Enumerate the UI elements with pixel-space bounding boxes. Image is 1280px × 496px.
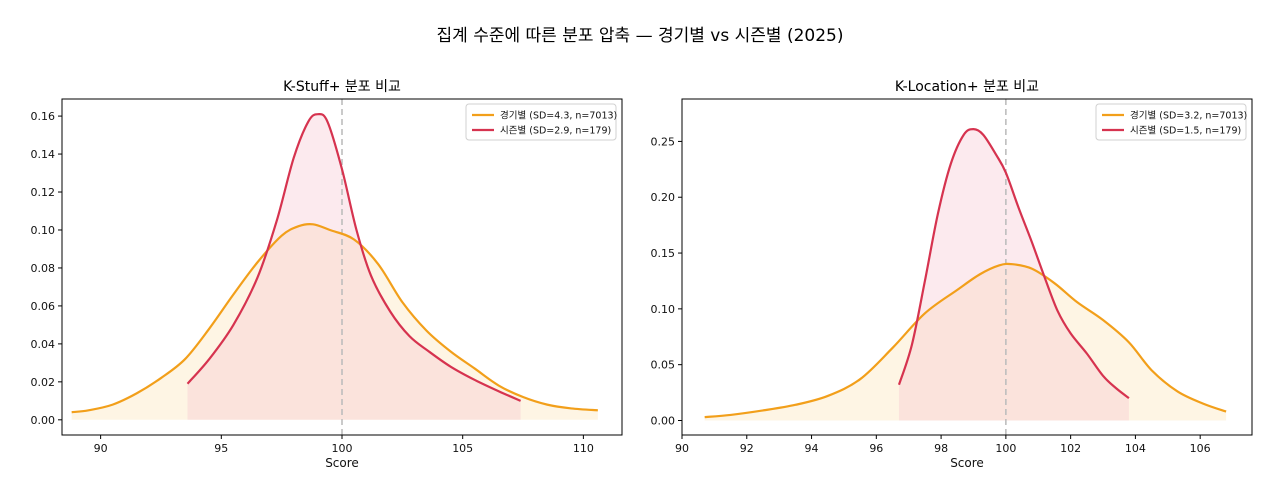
x-tick-label: 90 [94,442,108,455]
area-fill-season [898,129,1129,421]
series-line-season [897,128,1130,400]
x-tick-label: 102 [1060,442,1081,455]
panel-k-location: K-Location+ 분포 비교 90 92 94 96 98 100 102 104 106 0… [651,79,1253,470]
series-line-game [71,222,598,414]
y-tick-label: 0.05 [651,359,676,372]
y-tick-label: 0.00 [31,414,56,427]
y-tick-label: 0.06 [31,300,56,313]
y-tick-label: 0.15 [651,247,676,260]
area-fill-season [187,114,521,420]
panel-title: K-Stuff+ 분포 비교 [283,79,401,95]
area-fill-game [71,224,598,420]
x-axis-label: Score [950,456,984,470]
x-tick-label: 105 [452,442,473,455]
legend-label: 시즌별 (SD=1.5, n=179) [1130,126,1241,137]
y-tick-label: 0.04 [31,338,56,351]
y-tick-label: 0.08 [31,262,56,275]
x-axis-label: Score [325,456,359,470]
series-line-season [186,112,522,402]
y-tick-label: 0.10 [651,303,676,316]
y-tick-label: 0.10 [31,224,56,237]
y-tick-label: 0.14 [31,148,56,161]
y-tick-label: 0.20 [651,191,676,204]
y-tick-label: 0.00 [651,414,676,427]
x-tick-label: 94 [805,442,819,455]
series-line-game [704,262,1227,419]
x-tick-label: 106 [1190,442,1211,455]
x-tick-label: 100 [995,442,1016,455]
x-tick-label: 100 [332,442,353,455]
axes-frame [681,98,1253,436]
x-tick-label: 110 [573,442,594,455]
legend-label: 시즌별 (SD=2.9, n=179) [500,126,611,137]
legend: 경기별 (SD=3.2, n=7013) 시즌별 (SD=1.5, n=179) [1095,103,1247,141]
x-tick-label: 92 [740,442,754,455]
legend-box [1095,103,1247,141]
panel-k-stuff: K-Stuff+ 분포 비교 90 95 100 105 110 0.00 0.02 0.04 0… [31,79,623,470]
panel-title: K-Location+ 분포 비교 [895,79,1039,95]
legend: 경기별 (SD=4.3, n=7013) 시즌별 (SD=2.9, n=179) [465,103,617,141]
x-tick-label: 98 [934,442,948,455]
y-tick-label: 0.16 [31,110,56,123]
legend-label: 경기별 (SD=3.2, n=7013) [1130,110,1247,122]
x-tick-label: 104 [1125,442,1146,455]
y-tick-label: 0.12 [31,186,56,199]
area-fill-game [704,263,1227,421]
y-tick-label: 0.25 [651,135,676,148]
x-tick-label: 90 [675,442,689,455]
x-tick-label: 96 [869,442,883,455]
legend-label: 경기별 (SD=4.3, n=7013) [500,110,617,122]
figure-title: 집계 수준에 따른 분포 압축 — 경기별 vs 시즌별 (2025) [437,26,844,46]
x-tick-label: 95 [214,442,228,455]
y-tick-label: 0.02 [31,376,56,389]
legend-box [465,103,617,141]
